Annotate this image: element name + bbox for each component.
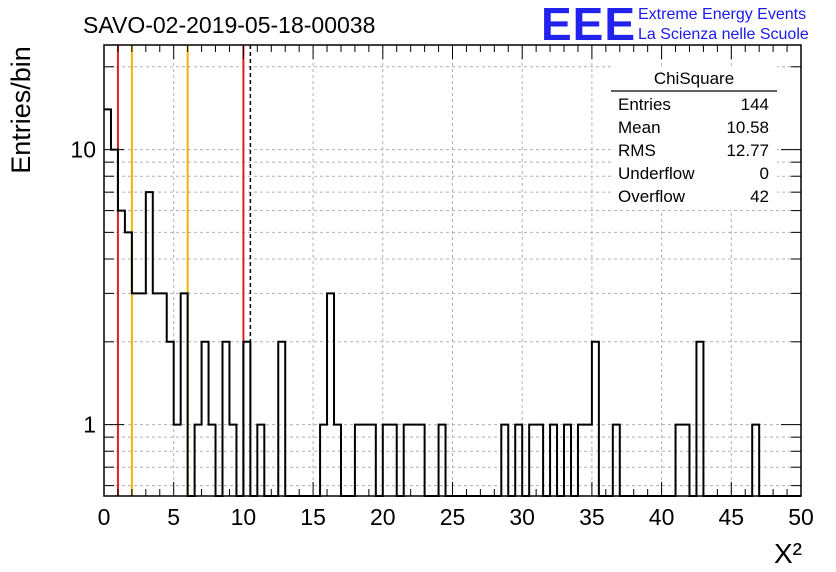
axes: 0 5 10 15 20 25 30 35 40 45 50 1 10 [70,45,814,530]
y-tick-label: 10 [70,137,96,163]
stats-row-value: 0 [760,164,769,183]
x-tick-label: 5 [167,504,180,530]
eee-logo-line2: La Scienza nelle Scuole [638,26,809,43]
stats-box-title: ChiSquare [654,69,734,88]
x-tick-label: 45 [719,504,745,530]
stats-row-value: 144 [741,95,769,114]
histogram-bar [125,232,132,496]
x-tick-label: 30 [509,504,535,530]
x-tick-label: 25 [440,504,466,530]
histogram-bar [167,342,174,496]
grid-lines [104,45,801,496]
stats-row-label: Entries [618,95,671,114]
x-tick-label: 0 [98,504,111,530]
stats-box: ChiSquare Entries 144 Mean 10.58 RMS 12.77 Und… [611,66,777,210]
histogram-bar [222,342,229,496]
histogram-bar [181,293,188,496]
histogram-bar [118,211,125,496]
x-tick-label: 15 [300,504,326,530]
x-tick-label: 35 [579,504,605,530]
x-tick-label: 10 [231,504,257,530]
x-tick-label: 20 [370,504,396,530]
y-tick-label: 1 [83,412,96,438]
stats-row-label: RMS [618,141,656,160]
histogram-bar [132,293,139,496]
histogram-bar [160,293,167,496]
threshold-lines [116,45,252,496]
x-tick-label: 50 [788,504,814,530]
stats-row-value: 10.58 [726,118,769,137]
histogram-bar [104,109,111,496]
chart-title: SAVO-02-2019-05-18-00038 [83,12,375,38]
histogram-bar [278,342,285,496]
eee-logo: EEE Extreme Energy Events La Scienza nel… [541,0,809,50]
x-axis-label: X² [774,538,802,569]
histogram-bar [696,342,703,496]
histogram-bar [243,342,250,496]
histogram-bar [202,342,209,496]
histogram-bar [139,293,146,496]
histogram-bar [153,293,160,496]
histogram-bar [327,293,334,496]
stats-row-value: 42 [750,187,769,206]
stats-row-label: Mean [618,118,661,137]
x-tick-label: 40 [649,504,675,530]
histogram-bar [111,150,118,496]
eee-logo-line1: Extreme Energy Events [638,6,806,23]
stats-row-label: Underflow [618,164,695,183]
histogram-bar [146,192,153,496]
y-axis-label: Entries/bin [6,46,36,174]
stats-row-label: Overflow [618,187,686,206]
stats-row-value: 12.77 [726,141,769,160]
histogram-bar [592,342,599,496]
eee-logo-mark: EEE [541,0,636,50]
